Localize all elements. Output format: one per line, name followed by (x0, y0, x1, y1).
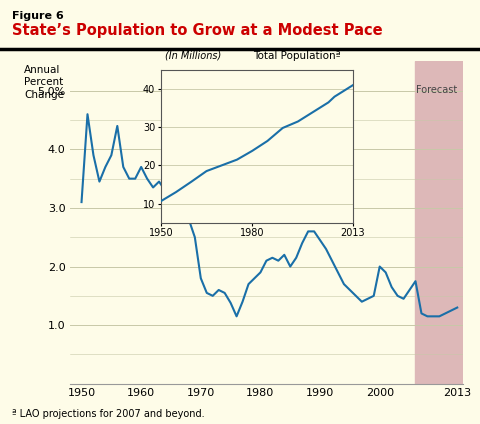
Text: (In Millions): (In Millions) (165, 51, 221, 61)
Bar (416, 61, 475, 384)
Text: State’s Population to Grow at a Modest Pace: State’s Population to Grow at a Modest P… (12, 23, 383, 38)
Text: Annual
Percent
Change: Annual Percent Change (24, 65, 64, 100)
Text: Figure 6: Figure 6 (12, 11, 64, 21)
Text: Forecast: Forecast (416, 85, 457, 95)
Text: Total Populationª: Total Populationª (253, 51, 341, 61)
Text: ª LAO projections for 2007 and beyond.: ª LAO projections for 2007 and beyond. (12, 409, 204, 419)
